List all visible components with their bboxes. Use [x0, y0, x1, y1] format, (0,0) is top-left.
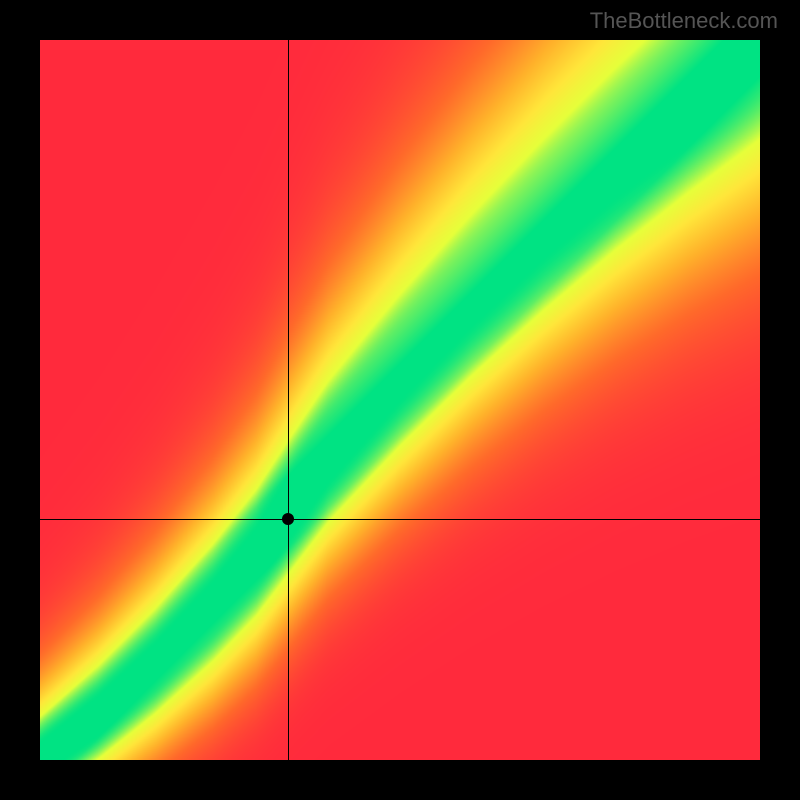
marker-dot	[282, 513, 294, 525]
heatmap-canvas	[40, 40, 760, 760]
chart-container: TheBottleneck.com	[0, 0, 800, 800]
plot-area	[40, 40, 760, 760]
crosshair-vertical	[288, 40, 289, 760]
crosshair-horizontal	[40, 519, 760, 520]
watermark-text: TheBottleneck.com	[590, 8, 778, 34]
